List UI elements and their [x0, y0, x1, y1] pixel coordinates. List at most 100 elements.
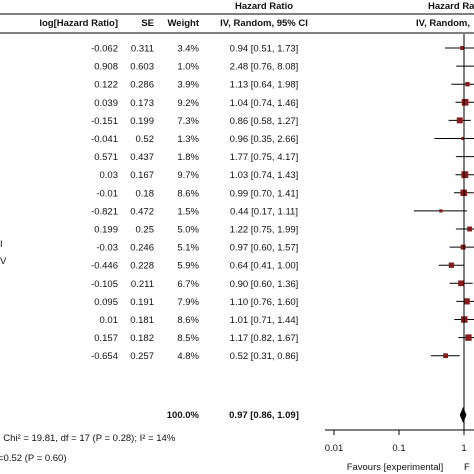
row-se: 0.437: [130, 152, 154, 163]
study-point-marker: [439, 209, 443, 213]
header-weight: Weight: [168, 18, 200, 29]
row-hazard-ratio-ci: 0.86 [0.58, 1.27]: [230, 116, 299, 127]
row-se: 0.603: [130, 62, 154, 73]
row-log-hazard-ratio: 0.157: [94, 333, 118, 344]
row-weight: 5.1%: [177, 243, 199, 254]
row-se: 0.246: [130, 243, 154, 254]
row-weight: 1.3%: [177, 134, 199, 145]
row-hazard-ratio-ci: 1.01 [0.71, 1.44]: [230, 315, 299, 326]
row-weight: 1.8%: [177, 152, 199, 163]
study-point-marker: [458, 280, 464, 287]
row-se: 0.52: [136, 134, 155, 145]
row-hazard-ratio-ci: 0.99 [0.70, 1.41]: [230, 188, 299, 199]
plot-marks: [413, 34, 474, 430]
row-weight: 3.9%: [177, 80, 199, 91]
study-point-marker: [465, 82, 470, 87]
header-hazard-ratio: Hazard Ratio: [235, 1, 293, 12]
x-axis-tick-label: 0.01: [325, 443, 344, 454]
row-hazard-ratio-ci: 1.22 [0.75, 1.99]: [230, 225, 299, 236]
left-fragment-1: I: [0, 239, 3, 250]
row-se: 0.191: [130, 297, 154, 308]
row-se: 0.181: [130, 315, 154, 326]
row-se: 0.286: [130, 80, 154, 91]
overall-effect-text: =0.52 (P = 0.60): [0, 453, 67, 464]
row-se: 0.18: [136, 188, 155, 199]
row-hazard-ratio-ci: 0.64 [0.41, 1.00]: [230, 261, 299, 272]
favours-experimental-label: Favours [experimental]: [347, 462, 444, 473]
row-hazard-ratio-ci: 1.03 [0.74, 1.43]: [230, 170, 299, 181]
row-log-hazard-ratio: 0.095: [94, 297, 118, 308]
row-se: 0.173: [130, 98, 154, 109]
row-weight: 1.0%: [177, 62, 199, 73]
header-plot-hazard-ratio: Hazard Ra: [428, 1, 474, 12]
favours-control-fragment: F: [464, 462, 470, 473]
row-se: 0.182: [130, 333, 154, 344]
study-point-marker: [463, 298, 470, 305]
study-point-marker: [461, 171, 469, 179]
study-point-marker: [465, 334, 472, 341]
row-log-hazard-ratio: -0.062: [91, 44, 118, 55]
row-log-hazard-ratio: -0.041: [91, 134, 118, 145]
row-hazard-ratio-ci: 0.96 [0.35, 2.66]: [230, 134, 299, 145]
left-fragment-2: V: [0, 256, 7, 267]
row-se: 0.257: [130, 351, 154, 362]
study-point-marker: [460, 45, 465, 51]
study-point-marker: [467, 226, 473, 232]
row-log-hazard-ratio: 0.908: [94, 62, 118, 73]
row-weight: 8.6%: [177, 188, 199, 199]
header-plot-iv-random: IV, Random,: [416, 18, 470, 29]
row-log-hazard-ratio: 0.01: [100, 315, 119, 326]
row-weight: 5.0%: [177, 225, 199, 236]
row-hazard-ratio-ci: 1.10 [0.76, 1.60]: [230, 297, 299, 308]
row-weight: 7.9%: [177, 297, 199, 308]
row-se: 0.167: [130, 170, 154, 181]
study-point-marker: [443, 353, 448, 359]
row-hazard-ratio-ci: 1.13 [0.64, 1.98]: [230, 80, 299, 91]
row-weight: 6.7%: [177, 279, 199, 290]
x-axis-tick-label: 1: [461, 443, 466, 454]
row-se: 0.472: [130, 206, 154, 217]
row-hazard-ratio-ci: 0.97 [0.60, 1.57]: [230, 243, 299, 254]
study-rows: -0.062 0.311 3.4% 0.94 [0.51, 1.73] 0.908 0.6…: [91, 44, 298, 363]
row-log-hazard-ratio: -0.821: [91, 206, 118, 217]
row-weight: 1.5%: [177, 206, 199, 217]
row-log-hazard-ratio: 0.039: [94, 98, 118, 109]
x-axis-tick-label: 0.1: [392, 443, 405, 454]
row-log-hazard-ratio: -0.151: [91, 116, 118, 127]
header-iv-random: IV, Random, 95% CI: [220, 18, 308, 29]
row-log-hazard-ratio: -0.105: [91, 279, 118, 290]
row-hazard-ratio-ci: 0.44 [0.17, 1.11]: [230, 206, 298, 217]
row-log-hazard-ratio: -0.654: [91, 351, 118, 362]
row-se: 0.199: [130, 116, 154, 127]
study-point-marker: [460, 244, 466, 250]
study-point-marker: [456, 117, 463, 124]
row-se: 0.25: [136, 225, 155, 236]
row-se: 0.211: [131, 279, 154, 290]
row-weight: 7.3%: [177, 116, 199, 127]
row-hazard-ratio-ci: 2.48 [0.76, 8.08]: [230, 62, 299, 73]
row-log-hazard-ratio: 0.199: [94, 225, 118, 236]
row-hazard-ratio-ci: 0.94 [0.51, 1.73]: [230, 44, 299, 55]
total-hazard-ratio: 0.97 [0.86, 1.09]: [229, 410, 299, 421]
row-weight: 9.2%: [177, 98, 199, 109]
row-weight: 4.8%: [177, 351, 199, 362]
row-weight: 8.6%: [177, 315, 199, 326]
row-se: 0.228: [130, 261, 154, 272]
row-log-hazard-ratio: -0.446: [91, 261, 118, 272]
pooled-diamond: [459, 407, 467, 423]
header-se: SE: [141, 18, 154, 29]
row-weight: 5.9%: [177, 261, 199, 272]
study-point-marker: [461, 98, 469, 106]
row-log-hazard-ratio: -0.01: [96, 188, 118, 199]
row-weight: 3.4%: [177, 44, 199, 55]
row-se: 0.311: [131, 44, 154, 55]
row-log-hazard-ratio: 0.122: [94, 80, 118, 91]
row-hazard-ratio-ci: 0.90 [0.60, 1.36]: [230, 279, 299, 290]
row-hazard-ratio-ci: 1.77 [0.75, 4.17]: [230, 152, 299, 163]
row-hazard-ratio-ci: 0.52 [0.31, 0.86]: [230, 351, 299, 362]
x-axis-ticks: 0.01 0.1 1: [325, 430, 467, 454]
row-hazard-ratio-ci: 1.17 [0.82, 1.67]: [230, 333, 299, 344]
study-point-marker: [461, 136, 465, 141]
row-weight: 8.5%: [177, 333, 199, 344]
